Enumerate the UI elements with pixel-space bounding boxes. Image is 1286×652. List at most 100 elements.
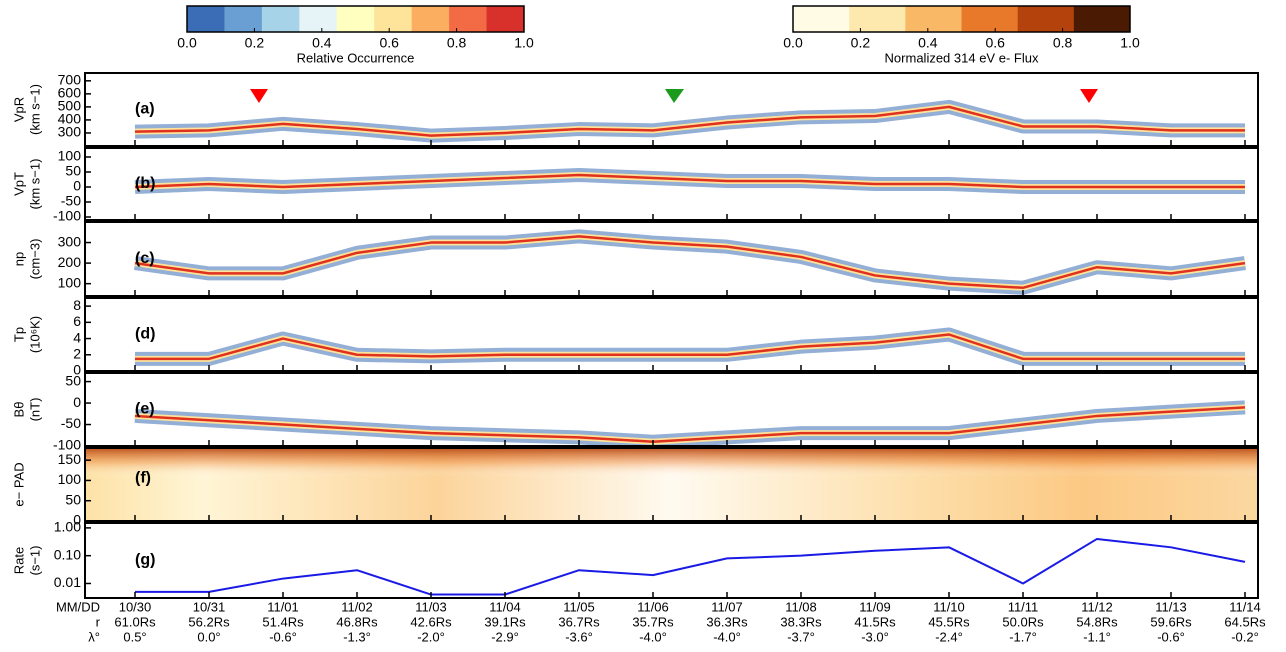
colorbar-frame xyxy=(792,5,1131,33)
colorbar-cell xyxy=(336,6,375,32)
x-tick-label: -3.0° xyxy=(861,629,889,644)
panel-letter: (e) xyxy=(135,401,155,418)
colorbar-cell xyxy=(187,6,225,32)
y-tick-label: 50 xyxy=(65,163,81,179)
y-axis-unit: (nT) xyxy=(27,398,42,422)
colorbar-label: Relative Occurrence xyxy=(297,50,415,65)
y-tick-label: 600 xyxy=(58,85,82,101)
y-axis-label: np xyxy=(11,252,26,266)
x-row-label: r xyxy=(96,614,101,629)
x-tick-label: 46.8Rs xyxy=(336,614,378,629)
y-tick-label: 700 xyxy=(58,72,82,88)
y-axis-label: VpR xyxy=(11,97,26,122)
x-tick-label: 0.5° xyxy=(123,629,146,644)
x-tick-label: 51.4Rs xyxy=(262,614,304,629)
y-tick-label: 100 xyxy=(58,274,82,290)
y-tick-label: -50 xyxy=(61,193,81,209)
x-row-label: MM/DD xyxy=(56,599,100,614)
x-tick-label: 11/04 xyxy=(489,599,521,614)
colorbar-tick-label: 0.0 xyxy=(783,35,803,51)
x-tick-label: 10/30 xyxy=(119,599,152,614)
colorbar-tick-label: 0.6 xyxy=(379,35,399,51)
series-line xyxy=(135,537,1246,596)
y-tick-label: -50 xyxy=(61,415,81,431)
panel-frame xyxy=(84,147,1259,221)
x-tick-label: 11/09 xyxy=(859,599,891,614)
x-tick-label: 11/06 xyxy=(637,599,669,614)
colorbar-cell xyxy=(374,6,413,32)
y-tick-label: 150 xyxy=(58,451,82,467)
x-tick-label: -0.6° xyxy=(269,629,297,644)
y-tick-label: 8 xyxy=(73,297,81,313)
colorbar-cell xyxy=(261,6,300,32)
x-tick-label: 11/07 xyxy=(711,599,743,614)
y-tick-label: 50 xyxy=(65,491,81,507)
x-tick-label: 11/11 xyxy=(1008,599,1039,614)
panel-frame xyxy=(84,447,1259,522)
y-axis-label: VpT xyxy=(11,172,26,196)
x-tick-label: 61.0Rs xyxy=(114,614,156,629)
y-axis-unit: (cm−3) xyxy=(27,239,42,280)
series-line xyxy=(134,235,1246,290)
x-tick-label: -4.0° xyxy=(639,629,667,644)
colorbar-tick-label: 0.6 xyxy=(985,35,1005,51)
colorbar-tick-label: 1.0 xyxy=(1120,35,1140,51)
y-tick-label: -100 xyxy=(53,437,81,453)
y-tick-label: 0.10 xyxy=(54,546,81,562)
x-tick-label: -3.6° xyxy=(565,629,593,644)
colorbar-tick-label: 0.4 xyxy=(918,35,938,51)
x-tick-label: 11/14 xyxy=(1229,599,1261,614)
panel-letter: (g) xyxy=(135,552,155,569)
colorbar-cell xyxy=(1017,6,1075,32)
y-tick-label: 0 xyxy=(73,394,81,410)
x-tick-label: 38.3Rs xyxy=(780,614,822,629)
colorbar-cell xyxy=(449,6,488,32)
x-tick-label: 45.5Rs xyxy=(928,614,970,629)
colorbar-tick-label: 0.0 xyxy=(177,35,197,51)
panel-frame xyxy=(84,72,1259,147)
colorbar-cell xyxy=(486,6,525,32)
y-axis-unit: (km s−1) xyxy=(27,84,42,135)
x-tick-label: 64.5Rs xyxy=(1224,614,1266,629)
y-tick-label: 50 xyxy=(65,372,81,388)
pad-heatmap-top xyxy=(85,448,1258,521)
x-tick-label: -4.0° xyxy=(713,629,741,644)
colorbar-tick-label: 0.2 xyxy=(245,35,265,51)
x-tick-label: -0.6° xyxy=(1157,629,1185,644)
x-tick-label: 59.6Rs xyxy=(1150,614,1192,629)
series-line xyxy=(134,173,1245,189)
colorbar-cell xyxy=(411,6,450,32)
panel-letter: (b) xyxy=(135,175,155,192)
panel-frame xyxy=(84,522,1259,599)
x-row-label: λ° xyxy=(88,629,100,644)
y-tick-label: 400 xyxy=(58,111,82,127)
y-tick-label: 300 xyxy=(58,124,82,140)
y-tick-label: 100 xyxy=(58,148,82,164)
colorbar-cell xyxy=(961,6,1019,32)
panel-frame xyxy=(84,372,1259,447)
x-tick-label: 36.7Rs xyxy=(558,614,600,629)
y-tick-label: -100 xyxy=(53,208,81,224)
y-tick-label: 6 xyxy=(73,313,81,329)
event-marker xyxy=(665,89,684,103)
x-tick-label: 41.5Rs xyxy=(854,614,896,629)
colorbar-tick-label: 0.2 xyxy=(851,35,871,51)
x-tick-label: 36.3Rs xyxy=(706,614,748,629)
y-tick-label: 4 xyxy=(73,329,81,345)
y-tick-label: 0.01 xyxy=(54,574,81,590)
event-marker xyxy=(1080,89,1098,103)
x-tick-label: -3.7° xyxy=(787,629,815,644)
x-tick-label: 11/12 xyxy=(1081,599,1113,614)
series-line xyxy=(135,333,1245,361)
y-axis-unit: (km s−1) xyxy=(27,159,42,210)
colorbar-tick-label: 0.4 xyxy=(312,35,332,51)
y-tick-label: 1.00 xyxy=(54,519,81,535)
y-tick-label: 0 xyxy=(73,512,81,528)
x-tick-label: 11/13 xyxy=(1155,599,1187,614)
occurrence-band xyxy=(134,99,1245,143)
y-axis-label: Tp xyxy=(11,327,26,342)
x-tick-label: 39.1Rs xyxy=(484,614,526,629)
series-line xyxy=(134,105,1245,137)
x-tick-label: 11/01 xyxy=(267,599,299,614)
x-tick-label: -1.7° xyxy=(1009,629,1037,644)
